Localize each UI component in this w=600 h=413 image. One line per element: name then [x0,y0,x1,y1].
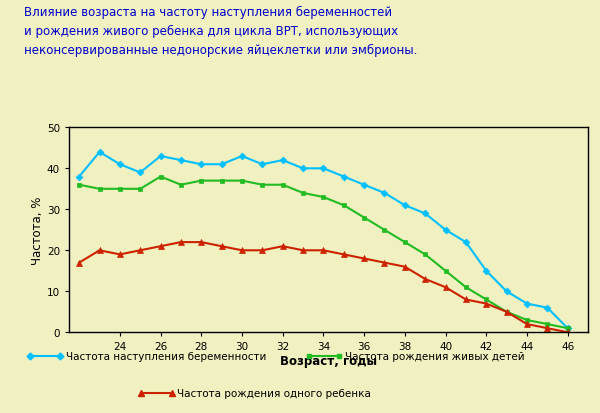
Text: Влияние возраста на частоту наступления беременностей: Влияние возраста на частоту наступления … [24,6,392,19]
Text: Частота наступления беременности: Частота наступления беременности [66,351,266,361]
Text: и рождения живого ребенка для цикла ВРТ, использующих: и рождения живого ребенка для цикла ВРТ,… [24,25,398,38]
X-axis label: Возраст, годы: Возраст, годы [280,354,377,367]
Text: Частота рождения живых детей: Частота рождения живых детей [345,351,524,361]
Text: Частота рождения одного ребенка: Частота рождения одного ребенка [178,389,371,399]
Y-axis label: Частота, %: Частота, % [31,196,44,264]
Text: неконсервированные недонорские яйцеклетки или эмбрионы.: неконсервированные недонорские яйцеклетк… [24,43,418,57]
